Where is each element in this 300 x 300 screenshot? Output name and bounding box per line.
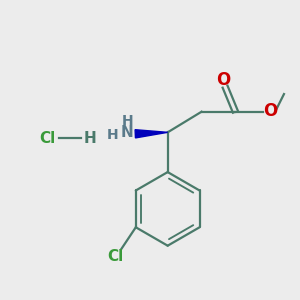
Text: Cl: Cl bbox=[108, 249, 124, 264]
Text: H: H bbox=[106, 128, 118, 142]
Polygon shape bbox=[135, 130, 168, 138]
Text: N: N bbox=[121, 125, 134, 140]
Text: O: O bbox=[264, 102, 278, 120]
Text: H: H bbox=[83, 131, 96, 146]
Text: O: O bbox=[217, 71, 231, 89]
Text: Cl: Cl bbox=[39, 131, 55, 146]
Text: H: H bbox=[122, 114, 134, 128]
